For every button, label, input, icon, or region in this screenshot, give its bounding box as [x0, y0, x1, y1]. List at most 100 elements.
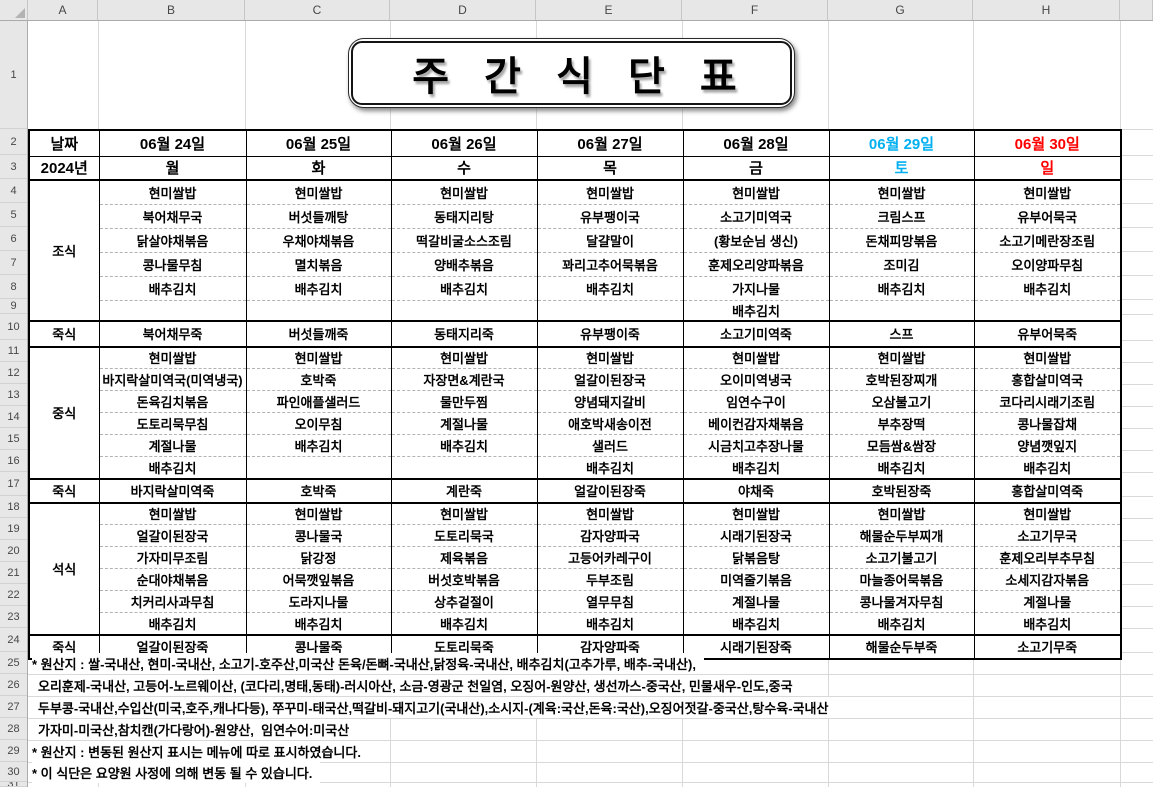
date-header-cell[interactable]: 06월 24일 — [98, 130, 247, 157]
row-header-12[interactable]: 12 — [0, 362, 27, 384]
menu-item-cell[interactable]: 배추김치 — [973, 456, 1122, 480]
menu-item-cell[interactable] — [98, 300, 247, 322]
menu-item-cell[interactable]: 배추김치 — [682, 612, 830, 636]
porridge-cell[interactable]: 홍합살미역죽 — [973, 477, 1122, 504]
row-header-5[interactable]: 5 — [0, 203, 27, 227]
row-header-30[interactable]: 30 — [0, 762, 27, 782]
menu-item-cell[interactable] — [828, 300, 975, 322]
menu-item-cell[interactable]: 현미쌀밥 — [98, 346, 247, 369]
menu-item-cell[interactable]: 가지나물 — [682, 276, 830, 301]
menu-item-cell[interactable]: 콩나물무침 — [98, 252, 247, 277]
menu-item-cell[interactable]: 훈제오리양파볶음 — [682, 252, 830, 277]
menu-item-cell[interactable]: 배추김치 — [390, 276, 538, 301]
menu-item-cell[interactable]: 배추김치 — [536, 456, 684, 480]
menu-item-cell[interactable]: 크림스프 — [828, 204, 975, 229]
menu-item-cell[interactable]: 열무무침 — [536, 590, 684, 613]
date-header-cell[interactable]: 06월 28일 — [682, 130, 830, 157]
porridge-cell[interactable]: 동태지리죽 — [390, 319, 538, 348]
menu-item-cell[interactable]: 양념돼지갈비 — [536, 390, 684, 413]
menu-item-cell[interactable] — [973, 300, 1122, 322]
menu-item-cell[interactable]: 멸치볶음 — [245, 252, 392, 277]
column-header-A[interactable]: A — [28, 0, 98, 20]
row-header-10[interactable]: 10 — [0, 314, 27, 340]
footnote-text[interactable]: * 이 식단은 요양원 사정에 의해 변동 될 수 있습니다. — [32, 761, 321, 783]
date-header-cell[interactable]: 06월 27일 — [536, 130, 684, 157]
menu-item-cell[interactable]: 현미쌀밥 — [390, 502, 538, 525]
porridge-cell[interactable]: 얼갈이된장죽 — [536, 477, 684, 504]
menu-item-cell[interactable]: 배추김치 — [390, 434, 538, 457]
menu-item-cell[interactable]: 현미쌀밥 — [828, 502, 975, 525]
menu-item-cell[interactable]: 배추김치 — [973, 612, 1122, 636]
menu-item-cell[interactable]: 배추김치 — [390, 612, 538, 636]
title-box[interactable]: 주 간 식 단 표 — [348, 38, 795, 108]
menu-item-cell[interactable]: 파인애플샐러드 — [245, 390, 392, 413]
row-header-26[interactable]: 26 — [0, 674, 27, 696]
weekday-cell[interactable]: 금 — [682, 156, 830, 181]
menu-item-cell[interactable]: 양배추볶음 — [390, 252, 538, 277]
porridge-cell[interactable]: 호박죽 — [245, 477, 392, 504]
menu-item-cell[interactable]: 현미쌀밥 — [245, 346, 392, 369]
menu-item-cell[interactable]: 콩나물잡채 — [973, 412, 1122, 435]
menu-item-cell[interactable]: 호박죽 — [245, 368, 392, 391]
menu-item-cell[interactable]: 현미쌀밥 — [973, 180, 1122, 205]
menu-item-cell[interactable]: 물만두찜 — [390, 390, 538, 413]
menu-item-cell[interactable]: 현미쌀밥 — [536, 180, 684, 205]
menu-item-cell[interactable]: 유부팽이국 — [536, 204, 684, 229]
menu-item-cell[interactable]: 계절나물 — [973, 590, 1122, 613]
menu-item-cell[interactable]: 현미쌀밥 — [682, 346, 830, 369]
row-header-11[interactable]: 11 — [0, 340, 27, 362]
menu-item-cell[interactable]: 북어채무국 — [98, 204, 247, 229]
select-all-corner[interactable] — [0, 0, 28, 20]
menu-item-cell[interactable]: 버섯호박볶음 — [390, 568, 538, 591]
row-header-19[interactable]: 19 — [0, 518, 27, 540]
row-header-31[interactable]: 31 — [0, 782, 27, 787]
menu-item-cell[interactable]: 떡갈비굴소스조림 — [390, 228, 538, 253]
weekday-cell[interactable]: 목 — [536, 156, 684, 181]
menu-item-cell[interactable]: 제육볶음 — [390, 546, 538, 569]
footnote-text[interactable]: 가자미-미국산,참치캔(가다랑어)-원양산, 임연수어:미국산 — [38, 718, 358, 740]
menu-item-cell[interactable]: 가자미무조림 — [98, 546, 247, 569]
menu-item-cell[interactable]: 현미쌀밥 — [98, 502, 247, 525]
menu-item-cell[interactable]: 임연수구이 — [682, 390, 830, 413]
menu-item-cell[interactable]: 현미쌀밥 — [390, 180, 538, 205]
menu-item-cell[interactable]: 유부어묵국 — [973, 204, 1122, 229]
menu-item-cell[interactable]: 모듬쌈&쌈장 — [828, 434, 975, 457]
porridge-cell[interactable]: 버섯들깨죽 — [245, 319, 392, 348]
menu-item-cell[interactable]: 계절나물 — [390, 412, 538, 435]
menu-item-cell[interactable]: 현미쌀밥 — [245, 502, 392, 525]
menu-item-cell[interactable]: 훈제오리부추무침 — [973, 546, 1122, 569]
date-header-cell[interactable]: 06월 30일 — [973, 130, 1122, 157]
weekday-cell[interactable]: 수 — [390, 156, 538, 181]
menu-item-cell[interactable]: 배추김치 — [682, 300, 830, 322]
menu-item-cell[interactable]: 버섯들깨탕 — [245, 204, 392, 229]
porridge-cell[interactable]: 해물순두부죽 — [828, 633, 975, 660]
meal-label-cell[interactable]: 중식 — [28, 346, 100, 480]
menu-item-cell[interactable]: 배추김치 — [973, 276, 1122, 301]
row-header-13[interactable]: 13 — [0, 384, 27, 406]
menu-item-cell[interactable]: 시금치고추장나물 — [682, 434, 830, 457]
year-label-cell[interactable]: 2024년 — [28, 156, 100, 181]
menu-item-cell[interactable]: 꽈리고추어묵볶음 — [536, 252, 684, 277]
menu-item-cell[interactable]: (황보순님 생신) — [682, 228, 830, 253]
menu-item-cell[interactable]: 현미쌀밥 — [828, 346, 975, 369]
row-header-4[interactable]: 4 — [0, 179, 27, 203]
row-header-9[interactable]: 9 — [0, 299, 27, 314]
menu-item-cell[interactable]: 부추장떡 — [828, 412, 975, 435]
menu-item-cell[interactable]: 배추김치 — [828, 612, 975, 636]
menu-item-cell[interactable]: 오삼불고기 — [828, 390, 975, 413]
menu-item-cell[interactable]: 현미쌀밥 — [390, 346, 538, 369]
menu-item-cell[interactable]: 자장면&계란국 — [390, 368, 538, 391]
menu-item-cell[interactable]: 도토리묵국 — [390, 524, 538, 547]
porridge-cell[interactable]: 호박된장죽 — [828, 477, 975, 504]
porridge-label-cell[interactable]: 죽식 — [28, 319, 100, 348]
porridge-cell[interactable]: 유부팽이죽 — [536, 319, 684, 348]
menu-item-cell[interactable]: 소세지감자볶음 — [973, 568, 1122, 591]
porridge-cell[interactable]: 북어채무죽 — [98, 319, 247, 348]
date-header-cell[interactable]: 06월 29일 — [828, 130, 975, 157]
menu-item-cell[interactable]: 동태지리탕 — [390, 204, 538, 229]
menu-item-cell[interactable]: 소고기무국 — [973, 524, 1122, 547]
menu-item-cell[interactable]: 배추김치 — [245, 276, 392, 301]
column-header-B[interactable]: B — [98, 0, 245, 20]
meal-label-cell[interactable]: 석식 — [28, 502, 100, 636]
menu-item-cell[interactable]: 배추김치 — [98, 276, 247, 301]
